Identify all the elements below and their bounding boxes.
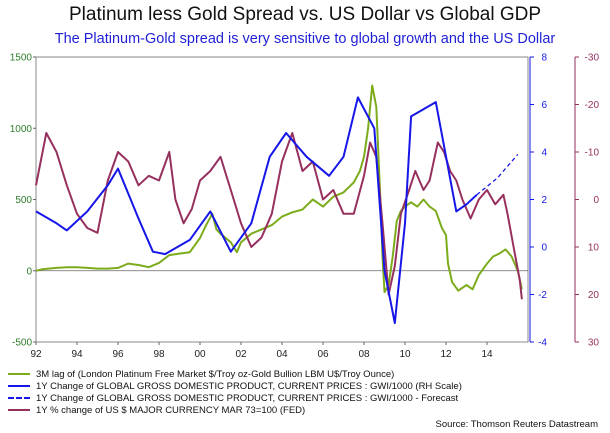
left-axis-tick-label: -500 bbox=[12, 338, 32, 349]
x-axis-tick-label: 10 bbox=[399, 349, 411, 360]
chart-subtitle: The Platinum-Gold spread is very sensiti… bbox=[54, 31, 556, 47]
right-axis-usd-tick-label: 0 bbox=[593, 195, 599, 206]
legend-swatch-spread bbox=[8, 373, 30, 376]
series-layer bbox=[35, 84, 523, 324]
legend-swatch-usd bbox=[8, 409, 30, 412]
x-axis-tick-label: 94 bbox=[71, 349, 83, 360]
legend-label-spread: 3M lag of (London Platinum Free Market $… bbox=[36, 369, 395, 380]
series-line-spread bbox=[35, 84, 523, 294]
left-axis-tick-label: 0 bbox=[26, 266, 32, 277]
legend-label-gdp: 1Y Change of GLOBAL GROSS DOMESTIC PRODU… bbox=[36, 381, 462, 392]
legend-label-gdp-forecast: 1Y Change of GLOBAL GROSS DOMESTIC PRODU… bbox=[36, 393, 459, 404]
right-axis-usd-tick-label: -30 bbox=[585, 53, 600, 64]
x-axis-tick-label: 96 bbox=[112, 349, 124, 360]
legend-swatch-gdp-forecast bbox=[8, 397, 30, 400]
chart-title: Platinum less Gold Spread vs. US Dollar … bbox=[68, 4, 541, 25]
x-axis-tick-label: 04 bbox=[276, 349, 288, 360]
right-axis-usd-tick-label: -10 bbox=[585, 148, 600, 159]
right-axis-gdp-tick-label: 8 bbox=[541, 53, 547, 64]
right-axis-gdp-tick-label: -2 bbox=[538, 290, 547, 301]
legend-item-spread: 3M lag of (London Platinum Free Market $… bbox=[8, 369, 394, 380]
legend-item-gdp: 1Y Change of GLOBAL GROSS DOMESTIC PRODU… bbox=[8, 381, 462, 392]
right-axis-usd-tick-label: 30 bbox=[588, 338, 600, 349]
legend-item-usd: 1Y % change of US $ MAJOR CURRENCY MAR 7… bbox=[8, 405, 305, 416]
chart-canvas: -500050010001500-4-2024683020100-10-20-3… bbox=[10, 53, 600, 361]
source-note: Source: Thomson Reuters Datastream bbox=[435, 419, 598, 430]
x-axis-tick-label: 08 bbox=[358, 349, 370, 360]
legend-label-usd: 1Y % change of US $ MAJOR CURRENCY MAR 7… bbox=[36, 405, 306, 416]
left-axis-tick-label: 1500 bbox=[10, 53, 33, 64]
left-axis-tick-label: 500 bbox=[15, 195, 32, 206]
right-axis-gdp-tick-label: 4 bbox=[541, 148, 547, 159]
legend-item-gdp-forecast: 1Y Change of GLOBAL GROSS DOMESTIC PRODU… bbox=[8, 393, 458, 404]
right-axis-usd-tick-label: 20 bbox=[588, 290, 600, 301]
x-axis-tick-label: 98 bbox=[153, 349, 165, 360]
right-axis-gdp-tick-label: 6 bbox=[541, 100, 547, 111]
x-axis-tick-label: 06 bbox=[317, 349, 329, 360]
right-axis-gdp-tick-label: 0 bbox=[541, 243, 547, 254]
chart-frame bbox=[35, 56, 576, 343]
right-axis-gdp-tick-label: -4 bbox=[538, 338, 547, 349]
series-line-gdp bbox=[35, 96, 478, 324]
x-axis-tick-label: 02 bbox=[235, 349, 247, 360]
series-line-gdp-forecast bbox=[476, 153, 519, 196]
right-axis-usd-tick-label: -20 bbox=[585, 100, 600, 111]
left-axis-tick-label: 1000 bbox=[10, 124, 33, 135]
right-axis-gdp-tick-label: 2 bbox=[541, 195, 547, 206]
series-line-usd bbox=[35, 132, 523, 300]
legend-swatch-gdp bbox=[8, 385, 30, 388]
x-axis-tick-label: 92 bbox=[30, 349, 42, 360]
x-axis-tick-label: 00 bbox=[194, 349, 206, 360]
x-axis-tick-label: 14 bbox=[481, 349, 493, 360]
x-axis-tick-label: 12 bbox=[440, 349, 452, 360]
right-axis-usd-tick-label: 10 bbox=[588, 243, 600, 254]
axis-ticks: -500050010001500-4-2024683020100-10-20-3… bbox=[10, 53, 600, 361]
